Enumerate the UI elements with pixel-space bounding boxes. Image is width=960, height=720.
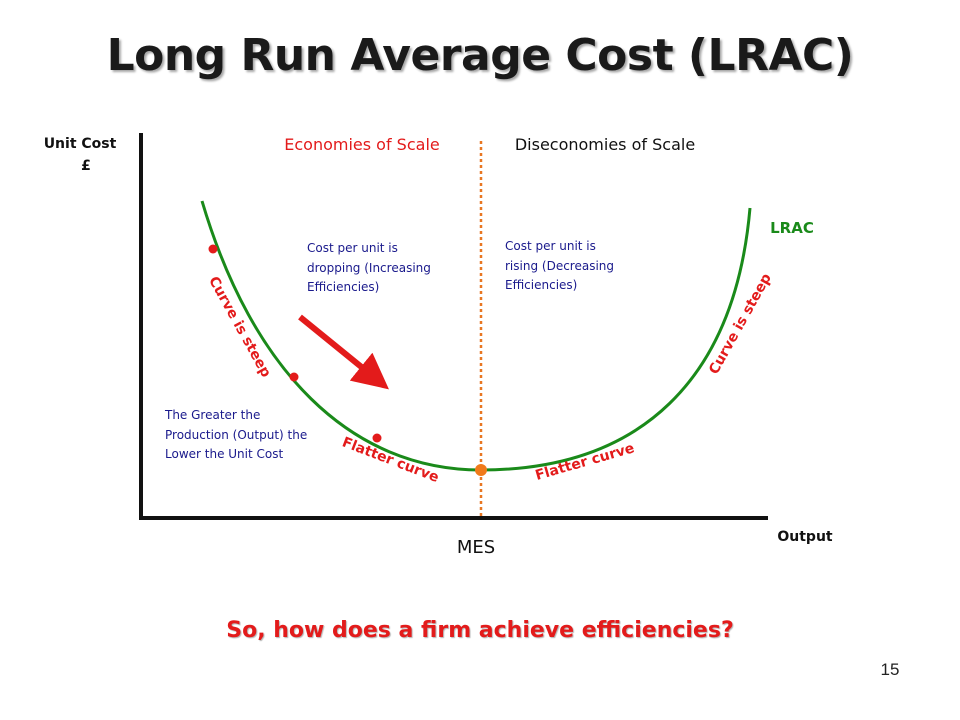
right-efficiency-note: Cost per unit is rising (Decreasing Effi… [505, 239, 618, 292]
flatter-left-label: Flatter curve [340, 434, 441, 486]
economies-of-scale-label: Economies of Scale [284, 135, 439, 154]
steep-left-label: Curve is steep [205, 274, 274, 380]
right-note-line: Efficiencies) [505, 278, 577, 292]
right-note-line: Cost per unit is [505, 239, 596, 253]
flatter-right-label: Flatter curve [534, 440, 637, 484]
mes-point [475, 464, 487, 476]
left-note-line: Efficiencies) [307, 280, 379, 294]
lower-note-line: The Greater the [164, 408, 260, 422]
lower-note-line: Lower the Unit Cost [165, 447, 283, 461]
slide-title: Long Run Average Cost (LRAC) [106, 30, 854, 81]
slide-number: 15 [880, 660, 900, 679]
y-axis-unit: £ [81, 158, 91, 174]
steep-right-label: Curve is steep [706, 271, 775, 377]
lower-note-line: Production (Output) the [165, 428, 307, 442]
y-axis-label: Unit Cost [44, 136, 117, 152]
mes-label: MES [457, 537, 495, 558]
diseconomies-of-scale-label: Diseconomies of Scale [515, 135, 695, 154]
curve-point [208, 244, 218, 254]
curve-point [289, 372, 299, 382]
lower-cost-note: The Greater the Production (Output) the … [164, 408, 311, 461]
curve-point [372, 433, 382, 443]
downward-arrow-icon [298, 314, 389, 390]
right-note-line: rising (Decreasing [505, 259, 614, 273]
left-efficiency-note: Cost per unit is dropping (Increasing Ef… [307, 241, 435, 294]
left-note-line: dropping (Increasing [307, 261, 431, 275]
left-note-line: Cost per unit is [307, 241, 398, 255]
lrac-curve-label: LRAC [770, 219, 814, 237]
slide-question: So, how does a firm achieve efficiencies… [226, 618, 734, 643]
x-axis-label: Output [777, 529, 833, 545]
